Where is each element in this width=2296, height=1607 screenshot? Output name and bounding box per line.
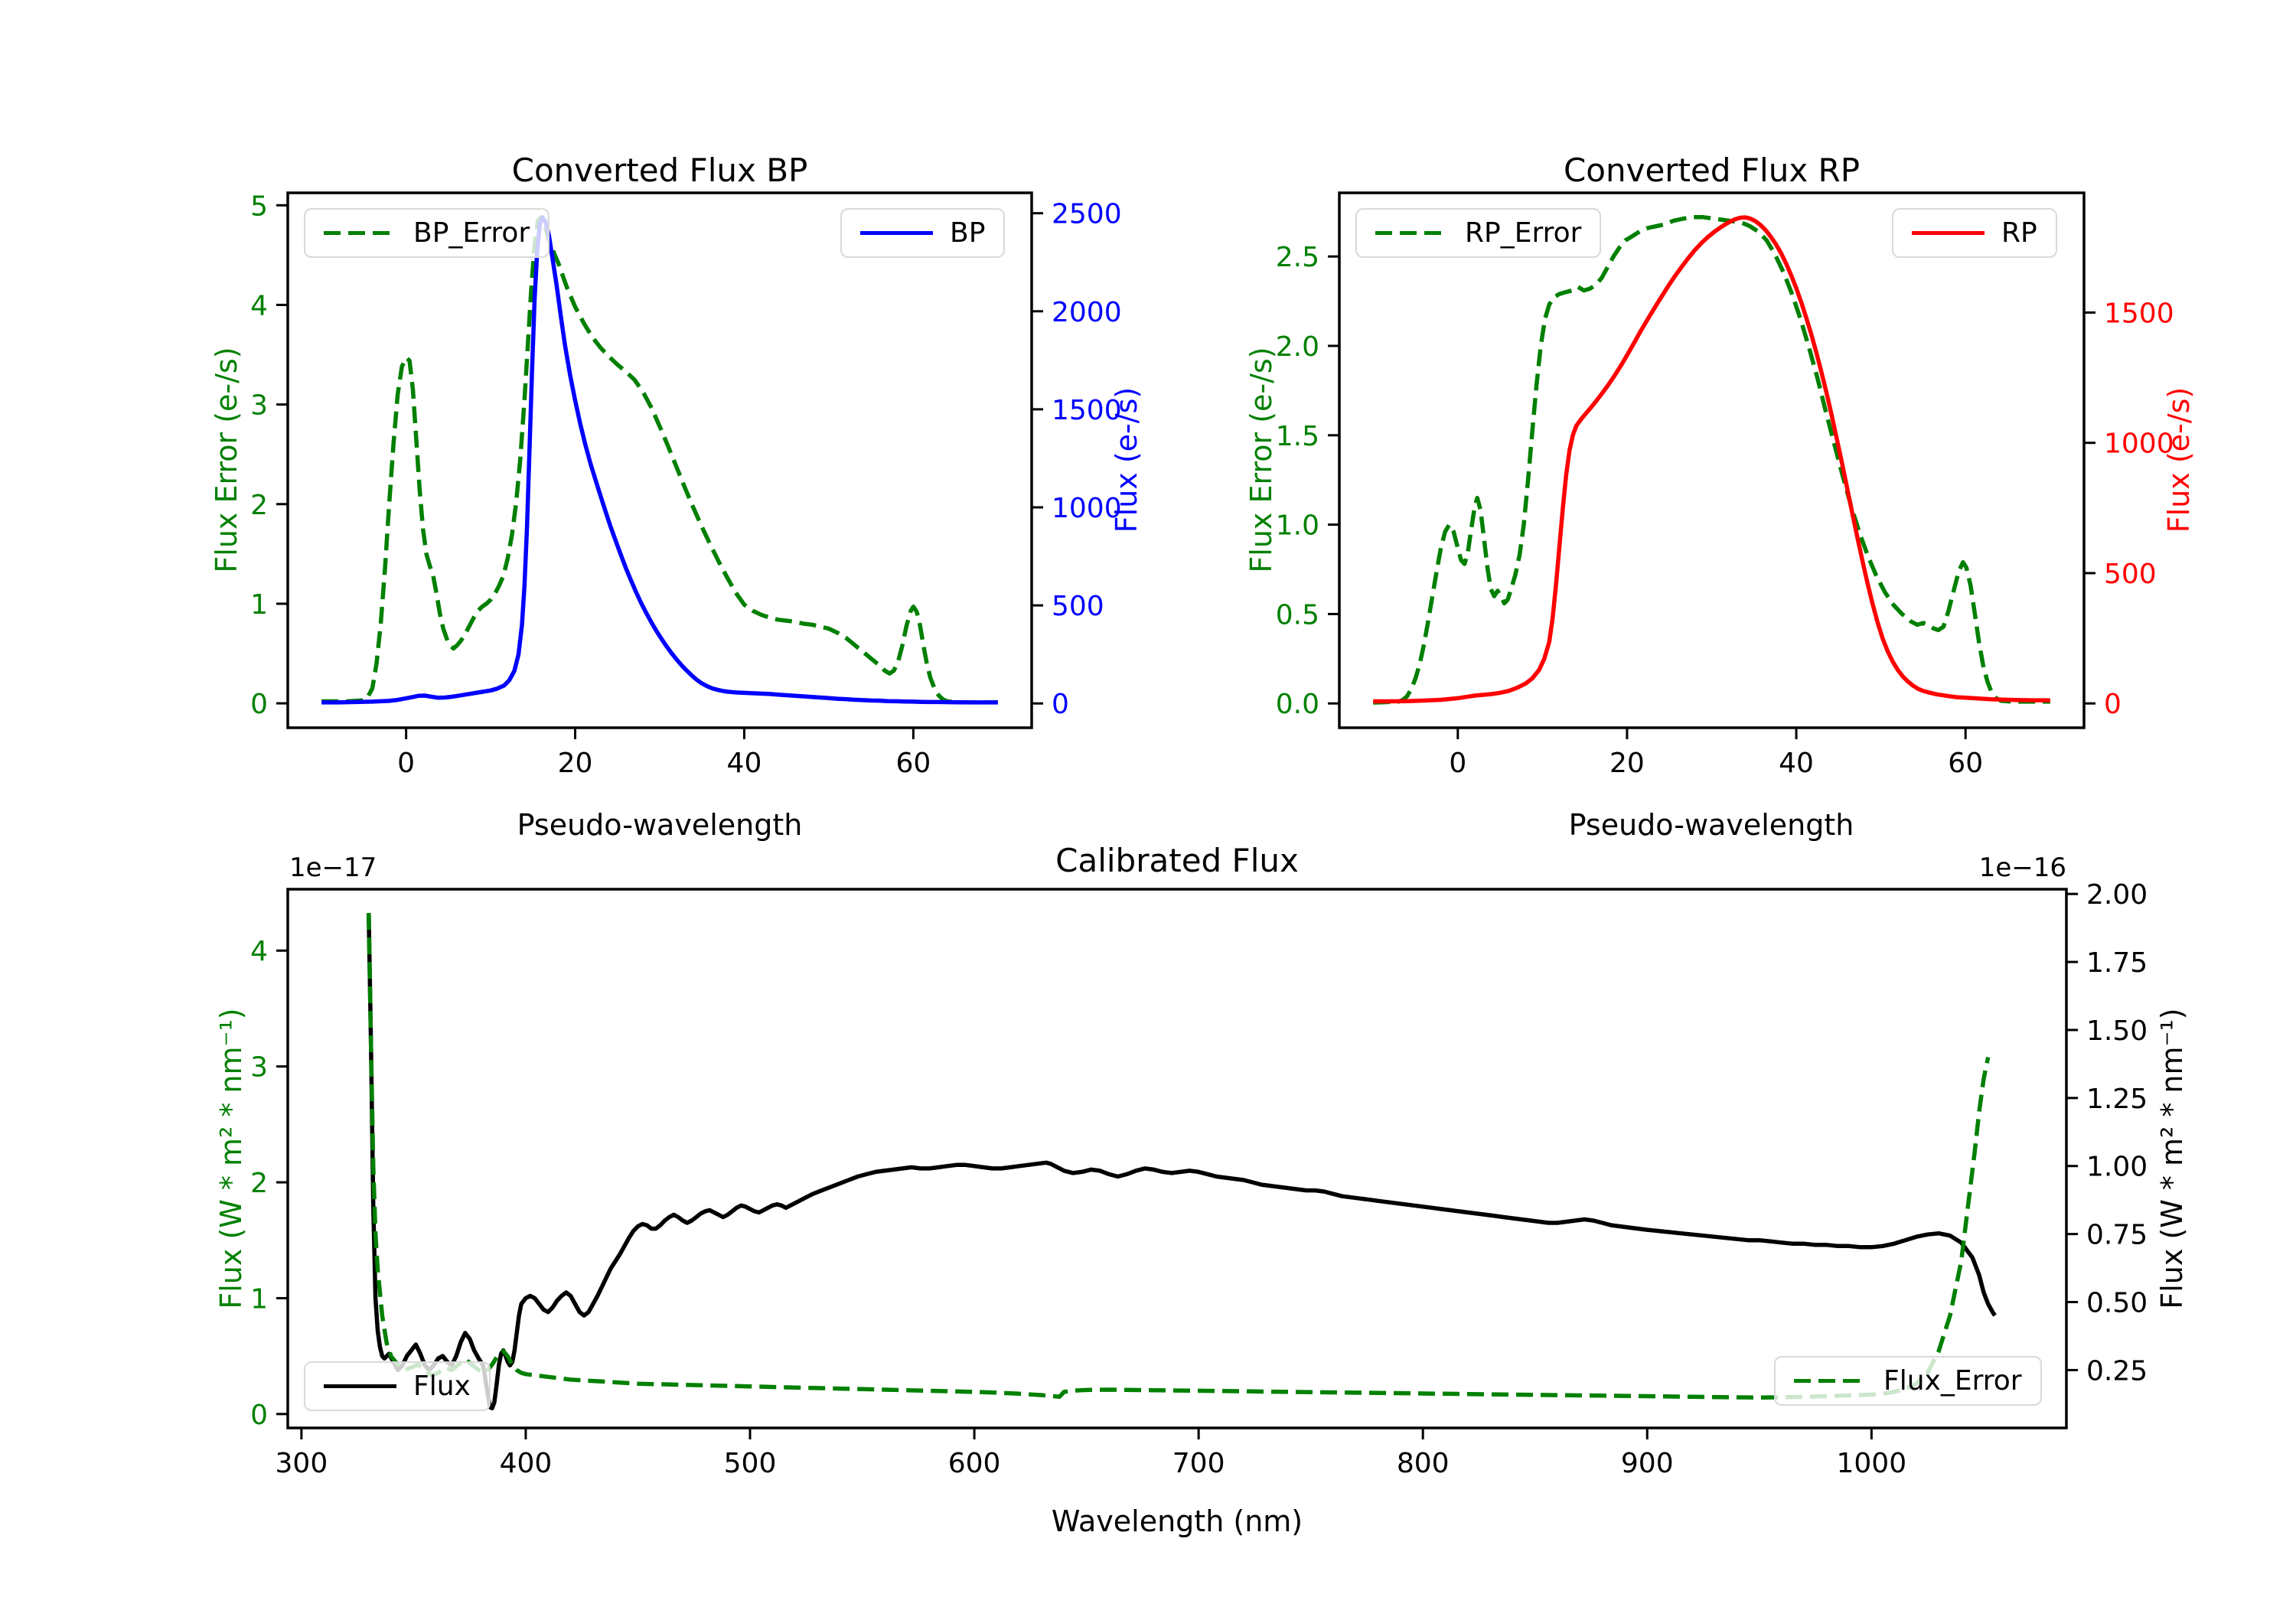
flux-error-line-sample-icon [1794,1378,1867,1384]
x-tick-label: 600 [948,1448,1001,1479]
y-tick-label-left: 1 [250,1283,268,1315]
bp-xlabel: Pseudo-wavelength [517,808,803,842]
y-tick-label-left: 3 [250,390,268,422]
calibrated-title: Calibrated Flux [1055,842,1299,879]
x-tick-label: 40 [727,748,762,779]
x-tick-label: 400 [500,1448,553,1479]
flux-line-sample-icon [324,1384,396,1389]
x-tick-label: 500 [724,1448,777,1479]
y-tick-label-right: 0.75 [2086,1220,2148,1251]
y-tick-label-right: 1500 [2104,298,2174,329]
legend-rp: RP [1892,208,2057,258]
x-tick-label: 20 [558,748,593,779]
calibrated-xlabel: Wavelength (nm) [1051,1504,1303,1538]
bp-error-line [321,215,998,705]
y-tick-label-right: 500 [2104,559,2157,590]
flux-error-line [367,913,1991,1400]
axes-spines [1338,191,2086,729]
flux-line [367,914,1997,1411]
y-tick-label-right: 1.00 [2086,1152,2148,1183]
axes-spines [286,191,1033,729]
rp-line-sample-icon [1912,230,1985,236]
y-tick-label-right: 1500 [1052,395,1122,426]
rp-ylabel-left: Flux Error (e-/s) [1244,347,1278,573]
calibrated-ylabel-right: Flux (W * m² * nm⁻¹) [2155,1008,2189,1309]
x-tick-label: 300 [276,1448,328,1479]
y-tick-label-left: 0.5 [1276,599,1319,631]
y-tick-label-right: 1.25 [2086,1084,2148,1115]
bp-error-line-sample-icon [324,230,396,236]
y-tick-label-left: 0 [250,689,268,720]
y-tick-label-left: 2.0 [1276,331,1319,363]
y-tick-label-right: 500 [1052,591,1104,622]
x-tick-label: 40 [1779,748,1814,779]
legend-bp: BP [840,208,1006,258]
bp-line [321,215,998,705]
x-tick-label: 800 [1397,1448,1450,1479]
legend-flux-label: Flux [413,1371,471,1402]
y-tick-label-right: 2.00 [2086,879,2148,911]
y-tick-label-right: 2500 [1052,199,1122,230]
legend-flux: Flux [304,1361,491,1411]
y-tick-label-left: 1 [250,589,268,621]
y-tick-label-left: 2 [250,1168,268,1199]
y-tick-label-left: 0.0 [1276,689,1319,720]
legend-bp-error: BP_Error [304,208,550,258]
x-tick-label: 900 [1621,1448,1674,1479]
legend-bp-error-label: BP_Error [413,217,530,249]
y-tick-label-left: 2 [250,490,268,521]
legend-rp-error-label: RP_Error [1465,217,1582,249]
panel-converted-flux-rp: 0 20 40 60 0.0 0.5 1.0 1.5 2.0 2.5 0 500 1000 1500 [1276,191,2174,779]
x-tick-label: 0 [397,748,415,779]
x-tick-label: 0 [1449,748,1466,779]
x-tick-label: 20 [1609,748,1645,779]
y-tick-label-right: 1.50 [2086,1015,2148,1047]
rp-error-line [1373,215,2050,705]
y-tick-label-left: 1.5 [1276,421,1319,452]
legend-rp-label: RP [2001,217,2037,249]
y-tick-label-left: 5 [250,191,268,222]
axes-spines [286,888,2068,1429]
bp-ylabel-left: Flux Error (e-/s) [210,347,243,573]
y-tick-label-right: 1000 [1052,493,1122,524]
bp-title: Converted Flux BP [511,152,808,189]
rp-xlabel: Pseudo-wavelength [1568,808,1854,842]
y-tick-label-left: 0 [250,1400,268,1431]
y-tick-label-right: 0 [1052,689,1069,720]
rp-error-line-sample-icon [1375,230,1448,236]
rp-line [1373,215,2050,704]
legend-flux-error-label: Flux_Error [1883,1365,2022,1397]
x-tick-label: 700 [1172,1448,1225,1479]
rp-ylabel-right: Flux (e-/s) [2162,386,2196,533]
legend-rp-error: RP_Error [1355,208,1602,258]
panel-converted-flux-bp: 0 20 40 60 0 1 2 3 4 5 0 500 1000 1500 2000 2500 [250,191,1122,779]
legend-bp-label: BP [950,217,986,249]
bp-ylabel-right: Flux (e-/s) [1110,386,1143,533]
y-tick-label-left: 4 [250,936,268,967]
y-tick-label-left: 1.0 [1276,510,1319,542]
x-tick-label: 1000 [1837,1448,1907,1479]
y-tick-label-right: 2000 [1052,297,1122,328]
legend-flux-error: Flux_Error [1774,1356,2042,1406]
x-tick-label: 60 [1948,748,1983,779]
calibrated-offset-left: 1e−17 [289,852,377,883]
x-tick-label: 60 [895,748,931,779]
rp-title: Converted Flux RP [1563,152,1861,189]
calibrated-offset-right: 1e−16 [1978,852,2066,883]
y-tick-label-right: 1000 [2104,429,2174,460]
calibrated-ylabel-left: Flux (W * m² * nm⁻¹) [214,1008,248,1309]
y-tick-label-right: 0.25 [2086,1355,2148,1387]
y-tick-label-right: 1.75 [2086,947,2148,979]
y-tick-label-right: 0 [2104,689,2122,720]
bp-line-sample-icon [860,230,933,236]
y-tick-label-left: 3 [250,1052,268,1084]
y-tick-label-right: 0.50 [2086,1288,2148,1319]
y-tick-label-left: 2.5 [1276,242,1319,273]
y-tick-label-left: 4 [250,290,268,321]
